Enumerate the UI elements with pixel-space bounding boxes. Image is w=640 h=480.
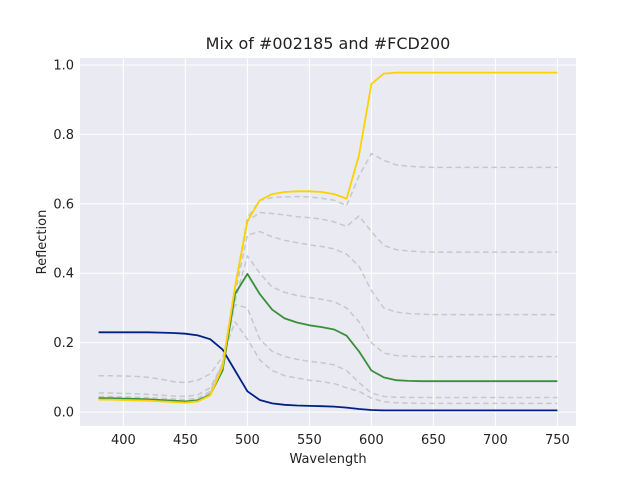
x-tick-label: 450 [173,433,198,448]
series-line-blue-endpoint [98,331,558,412]
y-tick-label: 0.0 [53,406,74,421]
x-axis-label: Wavelength [289,452,366,467]
x-tick-label: 700 [483,433,508,448]
y-tick-label: 0.6 [53,197,74,212]
y-tick-label: 1.0 [53,58,74,73]
series-line-mix-2 [98,303,558,399]
x-tick-label: 550 [297,433,322,448]
y-tick-label: 0.8 [53,128,74,143]
chart-title: Mix of #002185 and #FCD200 [206,34,451,53]
series-line-mix-green [98,273,558,403]
series-line-mix-3 [98,255,558,401]
x-tick-label: 500 [235,433,260,448]
x-tick-label: 600 [359,433,384,448]
y-axis-label: Reflection [35,210,50,275]
y-tick-label: 0.2 [53,336,74,351]
x-tick-label: 650 [421,433,446,448]
x-tick-label: 750 [545,433,570,448]
plot-area [80,58,576,426]
series-line-yellow-endpoint [98,71,558,404]
series-line-mix-1 [98,321,558,405]
y-tick-label: 0.4 [53,267,74,282]
x-tick-label: 400 [111,433,136,448]
